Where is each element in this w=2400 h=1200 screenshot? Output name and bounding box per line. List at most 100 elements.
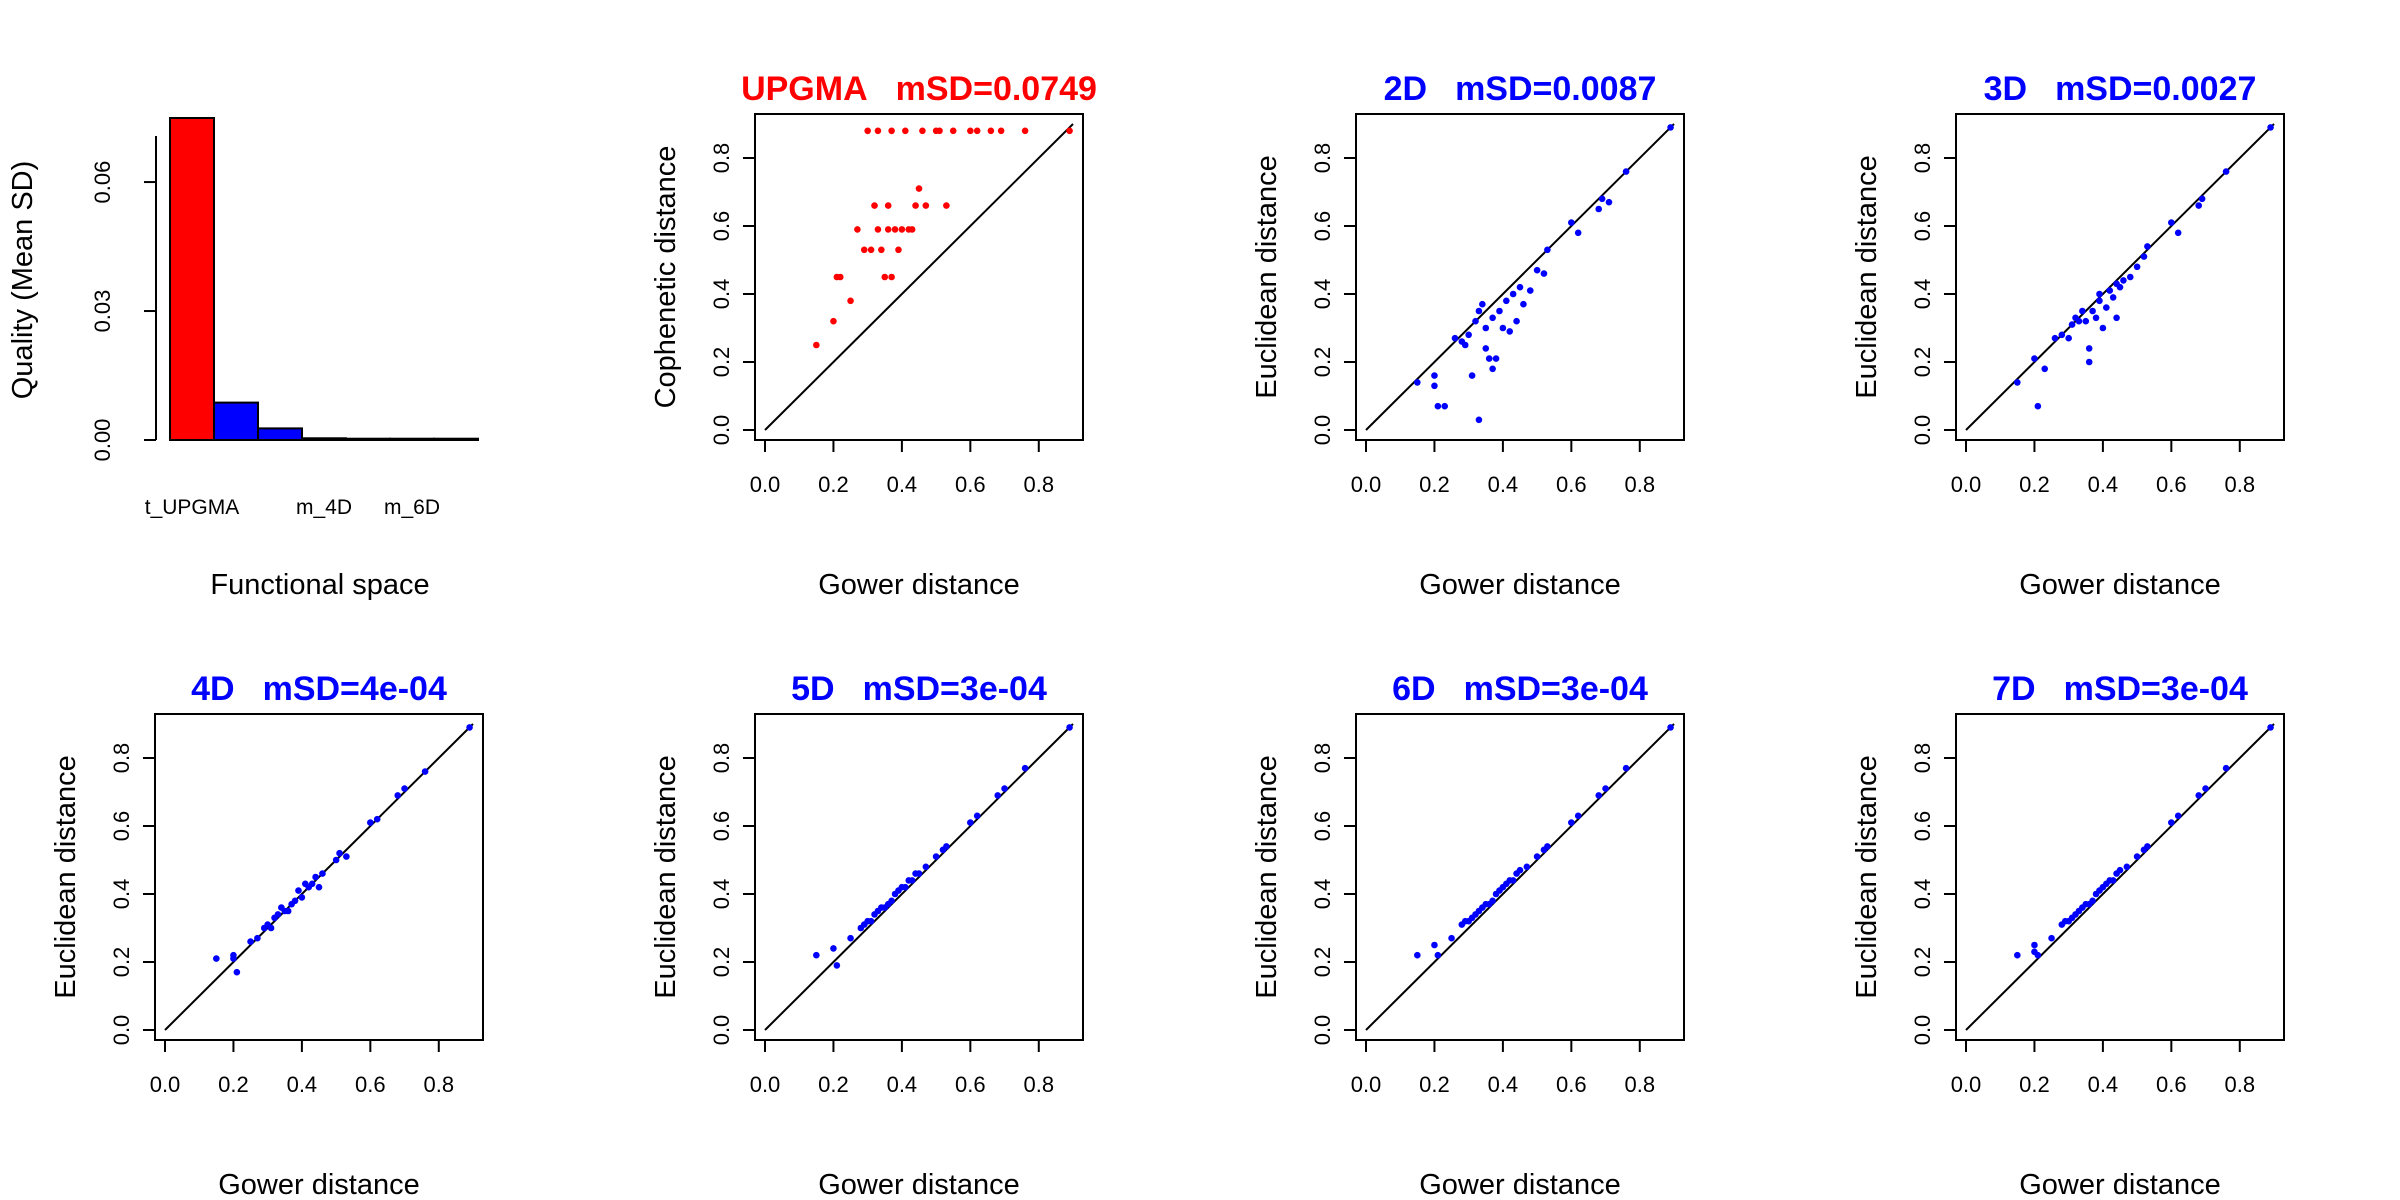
data-point — [933, 853, 940, 860]
data-point — [1486, 355, 1493, 362]
data-point — [974, 813, 981, 820]
panel-title-label: 5D — [791, 670, 834, 708]
data-point — [1623, 765, 1630, 772]
panel-title-msd: mSD=0.0749 — [896, 70, 1097, 108]
data-point — [2089, 898, 2096, 905]
y-tick-label: 0.6 — [109, 811, 134, 842]
data-point — [343, 853, 350, 860]
y-tick-label: 0.2 — [1310, 947, 1335, 978]
x-tick-label: 0.8 — [1624, 472, 1655, 497]
data-point — [864, 128, 871, 135]
bar-m_3D — [258, 428, 302, 440]
x-tick-label: 0.8 — [2224, 472, 2255, 497]
x-axis-label-6d: Gower distance — [1419, 1169, 1621, 1200]
data-point — [2117, 284, 2124, 291]
y-tick-label: 0.4 — [1310, 879, 1335, 910]
data-point — [912, 202, 919, 209]
panel-title-msd: mSD=0.0087 — [1455, 70, 1656, 108]
data-point — [974, 128, 981, 135]
data-point — [292, 898, 299, 905]
x-tick-label: 0.6 — [2156, 1072, 2187, 1097]
data-point — [916, 870, 923, 877]
y-tick-label: 0.4 — [1910, 879, 1935, 910]
y-tick-label: 0.8 — [709, 143, 734, 174]
y-axis-label-upgma: Cophenetic distance — [650, 146, 682, 409]
data-point — [1414, 952, 1421, 959]
data-point — [2096, 298, 2103, 305]
data-point — [1503, 298, 1510, 305]
x-tick-label: 0.4 — [2088, 472, 2119, 497]
y-axis-label-3d: Euclidean distance — [1851, 155, 1883, 398]
bar-m_2D — [214, 403, 258, 440]
panel-title-label: 2D — [1384, 70, 1427, 108]
data-point — [2144, 843, 2151, 850]
data-point — [923, 864, 930, 871]
y-tick-label: 0.2 — [1910, 947, 1935, 978]
bar-x-tick-label: m_6D — [384, 496, 440, 519]
y-tick-label: 0.2 — [109, 947, 134, 978]
y-tick-label: 0.2 — [1310, 347, 1335, 378]
data-point — [2065, 335, 2072, 342]
data-point — [1544, 247, 1551, 254]
data-point — [1517, 284, 1524, 291]
data-point — [2110, 877, 2117, 884]
data-point — [2035, 403, 2042, 410]
x-tick-label: 0.2 — [1419, 472, 1450, 497]
x-tick-label: 0.4 — [287, 1072, 318, 1097]
x-tick-label: 0.6 — [1556, 1072, 1587, 1097]
x-tick-label: 0.8 — [1023, 472, 1054, 497]
data-point — [998, 128, 1005, 135]
data-point — [299, 894, 306, 901]
data-point — [2106, 287, 2113, 294]
data-point — [1462, 342, 1469, 349]
x-tick-label: 0.2 — [2019, 472, 2050, 497]
data-point — [2134, 264, 2141, 271]
panel-title-upgma: UPGMA mSD=0.0749 — [741, 70, 1097, 108]
data-point — [1510, 291, 1517, 298]
data-point — [213, 955, 220, 962]
x-tick-label: 0.6 — [1556, 472, 1587, 497]
x-tick-label: 0.2 — [1419, 1072, 1450, 1097]
data-point — [878, 247, 885, 254]
data-point — [312, 874, 319, 881]
x-tick-label: 0.4 — [1488, 472, 1519, 497]
panel-title-msd: mSD=0.0027 — [2055, 70, 2256, 108]
panel-title-msd: mSD=3e-04 — [2064, 670, 2248, 708]
data-point — [923, 202, 930, 209]
panel-title-msd: mSD=4e-04 — [263, 670, 447, 708]
data-point — [275, 911, 282, 918]
data-point — [2086, 345, 2093, 352]
data-point — [1575, 813, 1582, 820]
data-point — [2127, 274, 2134, 281]
data-point — [1066, 724, 1073, 731]
x-tick-label: 0.0 — [1951, 1072, 1982, 1097]
bar-t_UPGMA — [170, 118, 214, 440]
panel-title-3d: 3D mSD=0.0027 — [1984, 70, 2257, 108]
x-tick-label: 0.6 — [955, 472, 986, 497]
data-point — [909, 877, 916, 884]
data-point — [1001, 785, 1008, 792]
data-point — [875, 128, 882, 135]
y-tick-label: 0.0 — [1910, 415, 1935, 446]
x-tick-label: 0.6 — [955, 1072, 986, 1097]
data-point — [1602, 785, 1609, 792]
data-point — [916, 185, 923, 192]
data-point — [1469, 372, 1476, 379]
x-axis-label-3d: Gower distance — [2019, 569, 2221, 601]
data-point — [2048, 935, 2055, 942]
panel-title-4d: 4D mSD=4e-04 — [191, 670, 447, 708]
data-point — [813, 342, 820, 349]
data-point — [1520, 301, 1527, 308]
x-tick-label: 0.8 — [423, 1072, 454, 1097]
data-point — [367, 819, 374, 826]
data-point — [943, 202, 950, 209]
y-tick-label: 0.8 — [709, 743, 734, 774]
y-tick-label: 0.6 — [709, 811, 734, 842]
data-point — [1606, 199, 1613, 206]
data-point — [888, 274, 895, 281]
data-point — [950, 128, 957, 135]
data-point — [1435, 403, 1442, 410]
data-point — [871, 202, 878, 209]
data-point — [2113, 315, 2120, 322]
